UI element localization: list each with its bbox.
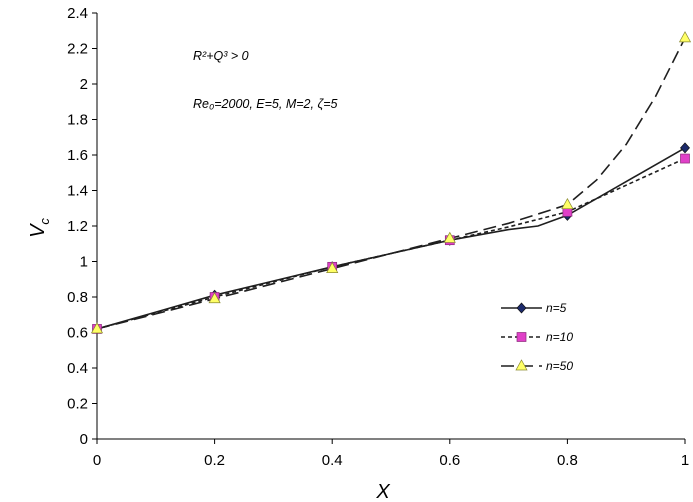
x-tick-label: 0.2	[204, 452, 225, 469]
y-tick-label: 2.4	[67, 5, 88, 22]
svg-text:Vc: Vc	[27, 218, 52, 238]
legend: n=5 n=10 n=50	[501, 301, 573, 373]
x-tick-label: 0	[93, 452, 101, 469]
data-point-square	[680, 153, 690, 164]
y-tick-label: 0	[80, 431, 88, 448]
data-point-triangle	[326, 261, 339, 273]
x-tick-label: 1	[681, 452, 689, 469]
series-markers	[90, 31, 692, 335]
x-tick-label: 0.6	[439, 452, 460, 469]
legend-marker-triangle	[515, 359, 528, 371]
x-tick-label: 0.8	[557, 452, 578, 469]
data-point-triangle	[208, 292, 221, 304]
y-tick-label: 1	[80, 254, 88, 271]
annotation-params: Re₀=2000, E=5, M=2, ζ=5	[193, 97, 338, 111]
series-lines	[96, 37, 686, 330]
data-point-diamond	[680, 142, 690, 154]
y-tick-label: 1.4	[67, 183, 88, 200]
x-ticks: 0 0.2 0.4 0.6 0.8 1	[93, 439, 689, 469]
y-axis-title: Vc	[27, 218, 52, 238]
legend-marker-square	[516, 332, 527, 342]
data-point-triangle	[561, 197, 574, 210]
y-tick-label: 1.6	[67, 147, 88, 164]
y-ticks: 0 0.2 0.4 0.6 0.8 1 1.2 1.4 1.6 1.8 2 2.2 2.4	[67, 5, 97, 448]
y-tick-label: 0.6	[67, 325, 88, 342]
legend-label: n=5	[546, 301, 567, 315]
data-point-triangle	[443, 231, 456, 243]
data-point-triangle	[678, 31, 692, 43]
x-tick-label: 0.4	[322, 452, 343, 469]
data-point-triangle	[90, 322, 104, 334]
y-tick-label: 2.2	[67, 41, 88, 58]
annotation-condition: R²+Q³ > 0	[193, 49, 249, 63]
legend-marker-diamond	[516, 302, 527, 314]
series-line-n-50	[96, 37, 686, 330]
y-tick-label: 1.2	[67, 218, 88, 235]
series-line-n-10	[96, 157, 686, 330]
x-axis-title: X	[375, 481, 390, 502]
y-tick-label: 1.8	[67, 112, 88, 129]
axes	[96, 13, 685, 440]
y-axis-title-sub: c	[37, 218, 52, 225]
y-axis-title-main: V	[27, 223, 49, 238]
legend-label: n=10	[546, 330, 573, 344]
y-tick-label: 0.4	[67, 360, 88, 377]
y-tick-label: 2	[80, 76, 88, 93]
y-tick-label: 0.2	[67, 396, 88, 413]
y-tick-label: 0.8	[67, 289, 88, 306]
series-line-n-5	[96, 147, 686, 330]
legend-label: n=50	[546, 359, 573, 373]
